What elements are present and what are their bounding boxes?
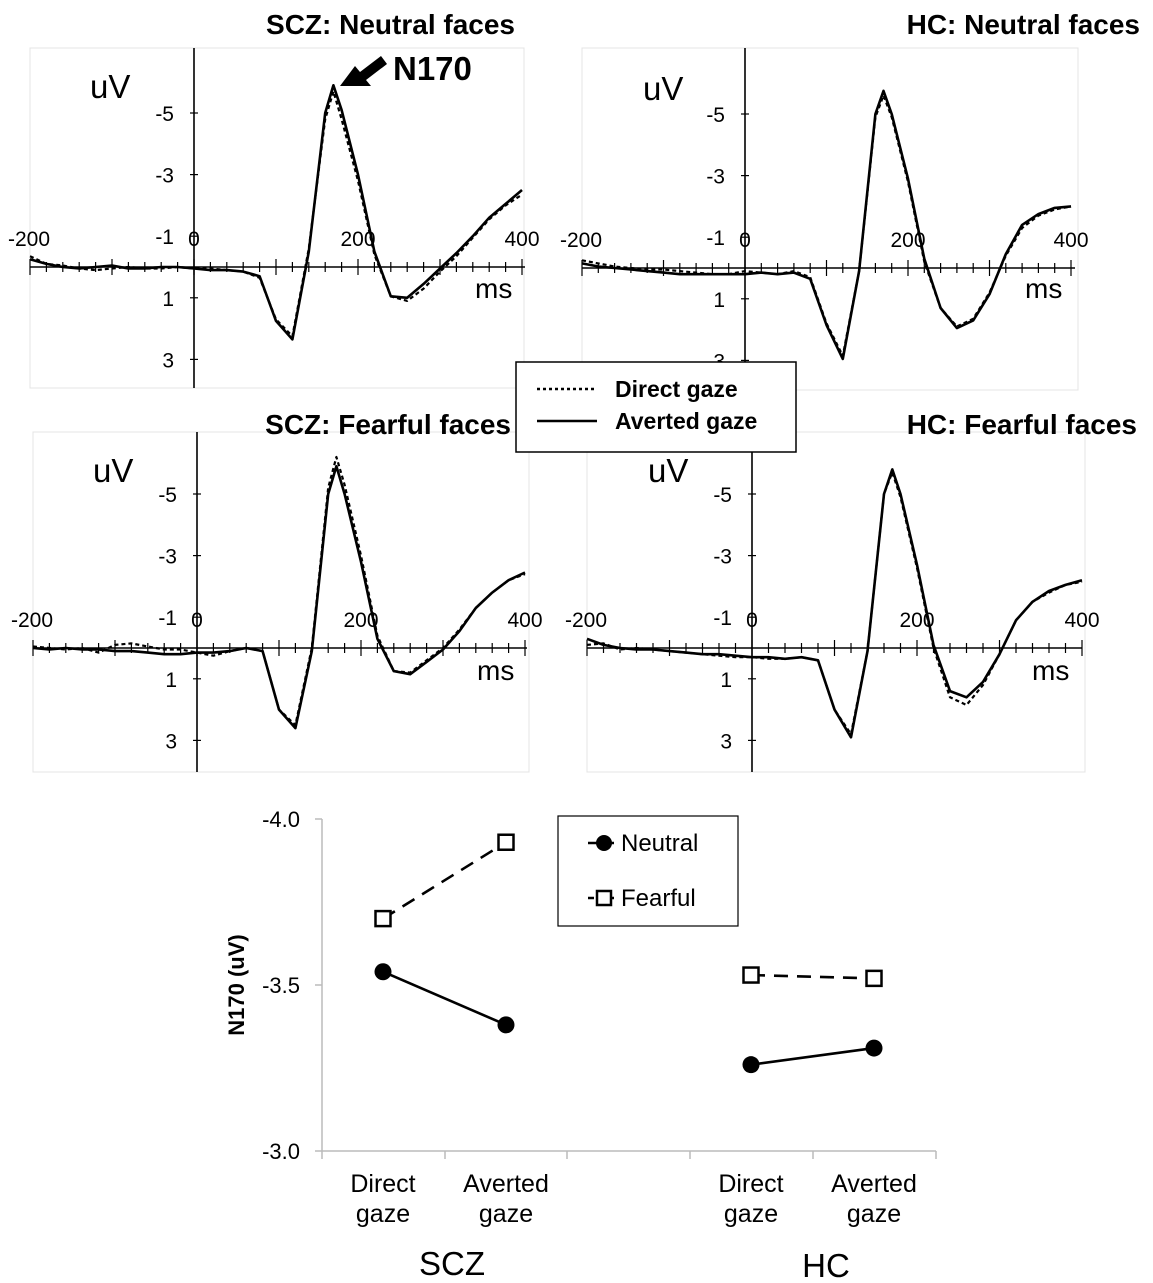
y-tick-label: 1 [162,288,174,311]
y-tick-label: -1 [706,227,725,250]
y-tick-label: 1 [165,669,177,692]
x-tick-label: 200 [340,228,375,251]
x-axis-label: ms [477,655,514,686]
x-tick-label: 0 [188,228,200,251]
legend-marker [595,889,613,907]
erp-panel-3: -200 0 200 400 -5 -3 -1 1 3 HC: Fearful faces uV ms [565,409,1137,773]
erp-panel-2: -200 0 200 400 -5 -3 -1 1 3 SCZ: Fearful faces uV m… [11,409,543,773]
series-line-averted-gaze [581,89,1072,361]
n170-summary-chart: -4.0 -3.5 -3.0 Direct gaze Averted gaze Direct g… [224,807,937,1283]
series-line-direct-gaze [586,471,1083,736]
panel-frame [581,47,1079,391]
data-point-fearful [374,909,392,928]
panel-title: HC: Neutral faces [907,9,1140,40]
legend-box [557,815,739,927]
x-axis-label: ms [475,273,512,304]
x-tick-label: 0 [191,609,203,632]
y-axis-label: uV [90,68,130,105]
y-tick-label: -4.0 [262,807,300,832]
category-label: Averted gaze [463,1170,549,1228]
x-axis-label: ms [1032,655,1069,686]
legend-label: Direct gaze [615,376,738,402]
y-axis-label: uV [643,70,683,107]
n170-annotation: N170 [393,50,472,87]
legend-label: Averted gaze [615,408,757,434]
legend-label: Fearful [621,885,696,912]
y-tick-label: -5 [155,103,174,126]
data-point-neutral [374,963,392,981]
y-tick-label: -3 [155,165,174,188]
panel-frame [586,431,1086,773]
y-tick-label: 3 [165,730,177,753]
series-line-fearful [382,841,507,920]
series-line-averted-gaze [32,465,526,730]
data-point-fearful [742,966,760,984]
n170-arrow [340,56,387,86]
y-tick-label: 1 [713,289,725,312]
x-tick-label: -200 [11,609,53,632]
y-tick-label: -1 [713,607,732,630]
legend-box [515,361,797,453]
y-tick-label: 3 [162,349,174,372]
series-line-neutral [750,1046,875,1066]
y-tick-label: -1 [155,226,174,249]
y-axis-label: uV [648,452,688,489]
y-tick-label: 3 [720,730,732,753]
group-label: SCZ [419,1245,485,1282]
y-tick-label: -3.5 [262,973,300,998]
y-tick-label: -3.0 [262,1139,300,1164]
category-label: Direct gaze [718,1170,783,1228]
series-line-neutral [382,970,507,1027]
panel-frame [32,431,530,773]
panel-title: SCZ: Fearful faces [265,409,511,440]
x-axis-label: ms [1025,273,1062,304]
n170-legend: Neutral Fearful [557,815,739,927]
data-point-fearful [865,969,883,988]
category-label: Direct gaze [350,1170,415,1228]
y-tick-label: -1 [158,607,177,630]
series-line-averted-gaze [586,468,1083,739]
y-tick-label: -3 [713,546,732,569]
series-line-averted-gaze [29,84,523,341]
y-axis-label: N170 (uV) [224,934,249,1035]
x-tick-label: 0 [739,229,751,252]
x-tick-label: -200 [560,229,602,252]
legend-marker [596,835,612,851]
panel-frame [29,47,525,389]
y-tick-label: -3 [706,166,725,189]
y-tick-label: -5 [713,484,732,507]
series-line-direct-gaze [32,455,526,727]
x-tick-label: 400 [1064,609,1099,632]
x-tick-label: 400 [1053,229,1088,252]
data-point-neutral [865,1039,883,1057]
y-tick-label: -5 [706,104,725,127]
x-tick-label: 400 [504,228,539,251]
y-tick-label: 1 [720,669,732,692]
panel-title: SCZ: Neutral faces [266,9,515,40]
x-tick-label: 400 [507,609,542,632]
data-point-neutral [497,1016,515,1034]
x-tick-label: 200 [899,609,934,632]
series-line-direct-gaze [581,94,1072,357]
legend-label: Neutral [621,830,698,857]
y-axis-label: uV [93,452,133,489]
x-tick-label: 200 [890,229,925,252]
y-tick-label: -5 [158,484,177,507]
series-line-fearful [750,973,875,980]
data-point-fearful [497,833,515,851]
category-label: Averted gaze [831,1170,917,1228]
series-line-direct-gaze [29,90,523,338]
group-label: HC [802,1247,850,1283]
erp-panel-0: -200 0 200 400 -5 -3 -1 1 3 SCZ: Neutral faces uV m… [8,9,540,389]
x-tick-label: -200 [8,228,50,251]
panel-title: HC: Fearful faces [907,409,1137,440]
y-tick-label: -3 [158,546,177,569]
x-tick-label: 0 [746,609,758,632]
gaze-legend: Direct gaze Averted gaze [515,361,797,453]
x-tick-label: 200 [343,609,378,632]
data-point-neutral [742,1056,760,1074]
x-tick-label: -200 [565,609,607,632]
